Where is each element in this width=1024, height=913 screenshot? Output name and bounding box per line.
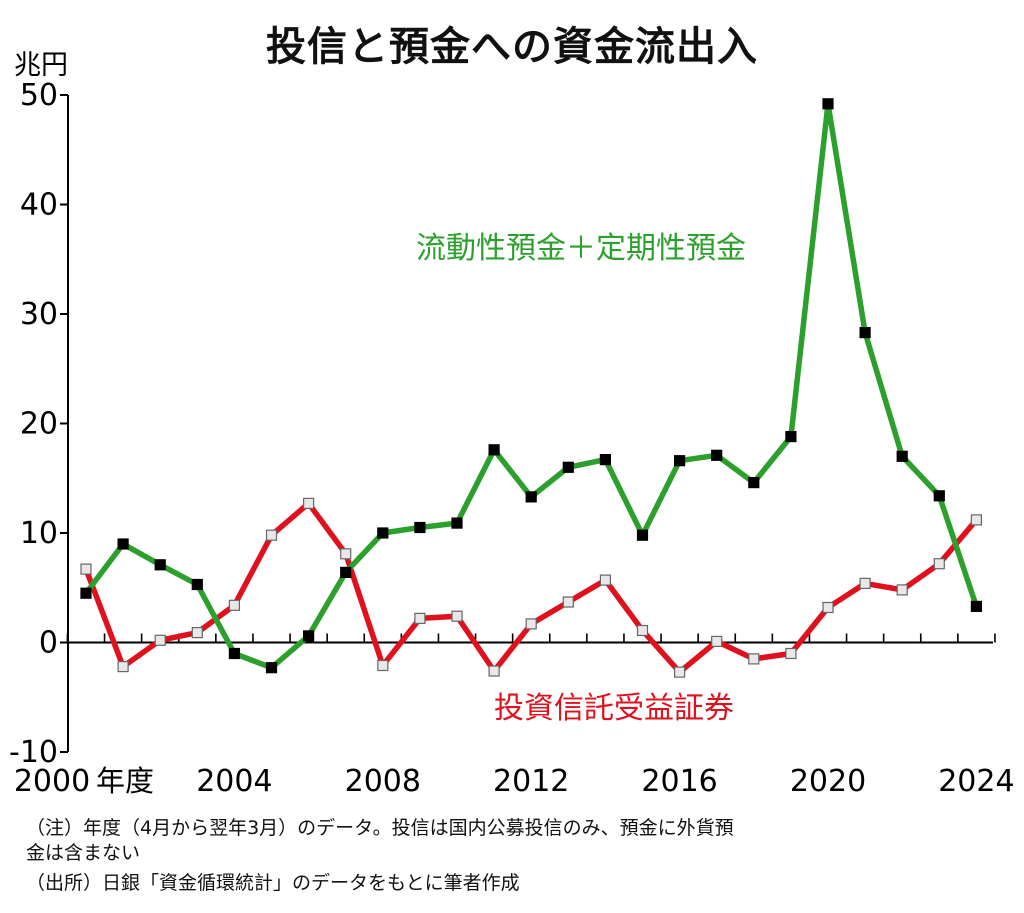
- x-tick-label: 2000: [14, 764, 90, 799]
- footnote-note-cont: 金は含まない: [26, 842, 141, 864]
- data-point: [711, 635, 723, 648]
- data-point: [303, 497, 315, 509]
- data-point: [451, 610, 463, 622]
- data-point: [451, 517, 463, 529]
- data-point: [636, 529, 649, 541]
- series-line: [83, 101, 980, 671]
- data-point: [265, 662, 278, 674]
- data-point: [191, 578, 203, 591]
- data-point: [748, 477, 760, 489]
- y-tick-label: -10: [9, 735, 58, 770]
- data-point: [340, 548, 352, 560]
- data-point: [822, 98, 834, 110]
- axes: [60, 94, 996, 753]
- y-tick-label: 30: [20, 297, 58, 332]
- y-tick-label: 40: [20, 188, 58, 223]
- data-point: [785, 431, 797, 443]
- data-point: [414, 612, 426, 625]
- data-point: [785, 647, 797, 660]
- data-point: [822, 601, 834, 614]
- data-point: [154, 634, 166, 646]
- y-tick-label: 0: [39, 626, 58, 661]
- data-point: [340, 566, 352, 579]
- data-point: [636, 624, 649, 637]
- footnote-source: （出所）日銀「資金循環統計」のデータをもとに筆者作成: [26, 872, 520, 894]
- data-point: [117, 660, 129, 673]
- data-point: [265, 529, 278, 541]
- data-point: [303, 630, 315, 642]
- data-point: [154, 559, 166, 571]
- x-tick-label: 2012: [493, 764, 569, 799]
- data-point: [525, 618, 537, 630]
- x-tick-label: 2004: [196, 764, 272, 799]
- data-point: [488, 444, 500, 456]
- data-point: [599, 454, 612, 466]
- series-lines: [83, 101, 980, 675]
- data-point: [599, 574, 612, 586]
- data-point: [228, 647, 240, 660]
- data-point: [933, 490, 945, 502]
- data-point: [562, 596, 574, 608]
- data-point: [970, 600, 983, 613]
- series-label-trusts: 投資信託受益証券: [494, 691, 734, 726]
- data-point: [377, 659, 389, 672]
- series-markers: [80, 98, 983, 678]
- data-point: [970, 514, 983, 526]
- data-point: [80, 563, 92, 575]
- data-point: [859, 577, 871, 590]
- data-point: [562, 461, 574, 473]
- series-line: [83, 500, 980, 675]
- data-point: [859, 327, 871, 339]
- data-point: [711, 449, 723, 461]
- data-point: [933, 558, 945, 570]
- y-tick-label: 10: [20, 516, 58, 551]
- y-tick-label: 50: [20, 78, 58, 113]
- series-label-deposits: 流動性預金＋定期性預金: [416, 231, 746, 266]
- data-point: [377, 527, 389, 539]
- x-tick-label: 2020: [790, 764, 866, 799]
- footnote-note: （注）年度（4月から翌年3月）のデータ。投信は国内公募投信のみ、預金に外貨預: [26, 817, 734, 839]
- data-point: [896, 584, 908, 596]
- data-point: [228, 599, 240, 611]
- chart-title: 投信と預金への資金流出入: [266, 24, 758, 70]
- data-point: [673, 666, 686, 678]
- data-point: [673, 455, 686, 467]
- data-point: [748, 653, 760, 665]
- x-axis-label: 年度: [96, 764, 154, 798]
- y-axis-label: 兆円: [14, 50, 68, 81]
- x-tick-label: 2008: [345, 764, 421, 799]
- data-point: [525, 491, 537, 503]
- data-point: [191, 626, 203, 639]
- data-point: [414, 521, 426, 534]
- data-point: [488, 665, 500, 677]
- data-point: [117, 538, 129, 550]
- data-point: [896, 450, 908, 462]
- y-tick-label: 20: [20, 407, 58, 442]
- x-tick-label: 2016: [641, 764, 717, 799]
- data-point: [80, 587, 92, 599]
- x-tick-label: 2024: [938, 764, 1014, 799]
